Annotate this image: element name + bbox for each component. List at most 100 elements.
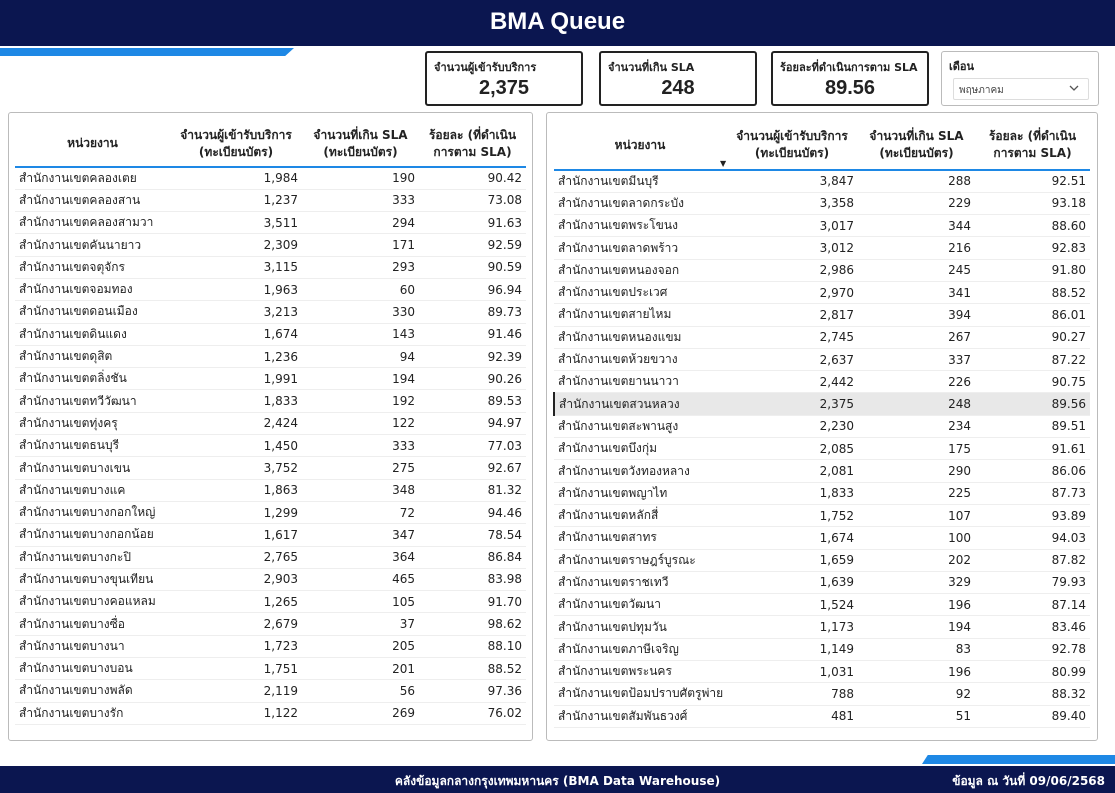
- cell-served: 2,817: [726, 303, 858, 327]
- table-row[interactable]: สำนักงานเขตสายไหม 2,817 394 86.01: [554, 303, 1090, 327]
- month-dropdown[interactable]: พฤษภาคม: [953, 78, 1089, 100]
- table-row[interactable]: สำนักงานเขตคันนายาว 2,309 171 92.59: [15, 233, 526, 257]
- column-header-over-sla[interactable]: จำนวนที่เกิน SLA (ทะเบียนบัตร): [858, 121, 975, 171]
- table-row[interactable]: สำนักงานเขตสะพานสูง 2,230 234 89.51: [554, 415, 1090, 439]
- table-row[interactable]: สำนักงานเขตปทุมวัน 1,173 194 83.46: [554, 615, 1090, 639]
- footer-source: คลังข้อมูลกลางกรุงเทพมหานคร (BMA Data Wa…: [394, 774, 721, 788]
- cell-unit: สำนักงานเขตบางเขน: [15, 456, 170, 480]
- cell-percent: 83.98: [419, 568, 526, 592]
- cell-over-sla: 348: [302, 479, 419, 502]
- table-row[interactable]: สำนักงานเขตภาษีเจริญ 1,149 83 92.78: [554, 638, 1090, 662]
- cell-served: 2,085: [726, 437, 858, 461]
- table-row[interactable]: สำนักงานเขตบางกะปิ 2,765 364 86.84: [15, 546, 526, 569]
- cell-over-sla: 100: [858, 526, 975, 550]
- kpi-card-over-sla: จำนวนที่เกิน SLA 248: [599, 51, 757, 106]
- cell-unit: สำนักงานเขตคลองสามวา: [15, 211, 170, 235]
- cell-percent: 94.97: [419, 412, 526, 436]
- table-row[interactable]: สำนักงานเขตดินแดง 1,674 143 91.46: [15, 323, 526, 346]
- cell-served: 3,213: [170, 300, 302, 324]
- month-selected-value: พฤษภาคม: [959, 85, 1004, 96]
- table-row[interactable]: สำนักงานเขตวังทองหลาง 2,081 290 86.06: [554, 459, 1090, 483]
- table-row[interactable]: สำนักงานเขตมีนบุรี 3,847 288 92.51: [554, 170, 1090, 193]
- kpi-label: จำนวนที่เกิน SLA: [608, 61, 695, 74]
- cell-served: 1,031: [726, 660, 858, 684]
- chevron-down-icon: [1069, 85, 1079, 91]
- table-row[interactable]: สำนักงานเขตคลองสาน 1,237 333 73.08: [15, 189, 526, 213]
- table-row[interactable]: สำนักงานเขตราษฎร์บูรณะ 1,659 202 87.82: [554, 549, 1090, 572]
- table-row[interactable]: สำนักงานเขตคลองสามวา 3,511 294 91.63: [15, 211, 526, 235]
- table-row[interactable]: สำนักงานเขตลาดพร้าว 3,012 216 92.83: [554, 236, 1090, 260]
- cell-over-sla: 216: [858, 236, 975, 260]
- cell-unit: สำนักงานเขตปทุมวัน: [554, 615, 726, 639]
- right-data-table: หน่วยงาน จำนวนผู้เข้ารับบริการ (ทะเบียนบั…: [553, 121, 1090, 728]
- cell-unit: สำนักงานเขตบางกอกน้อย: [15, 523, 170, 547]
- table-row[interactable]: สำนักงานเขตตลิ่งชัน 1,991 194 90.26: [15, 367, 526, 391]
- table-row[interactable]: สำนักงานเขตบางนา 1,723 205 88.10: [15, 635, 526, 659]
- column-header-unit[interactable]: หน่วยงาน: [15, 121, 170, 168]
- table-row[interactable]: สำนักงานเขตบางคอแหลม 1,265 105 91.70: [15, 590, 526, 614]
- table-row[interactable]: สำนักงานเขตพระโขนง 3,017 344 88.60: [554, 214, 1090, 238]
- cell-served: 481: [726, 705, 858, 728]
- table-row[interactable]: สำนักงานเขตยานนาวา 2,442 226 90.75: [554, 370, 1090, 394]
- table-row[interactable]: สำนักงานเขตบางกอกใหญ่ 1,299 72 94.46: [15, 501, 526, 525]
- column-header-over-sla[interactable]: จำนวนที่เกิน SLA (ทะเบียนบัตร): [302, 121, 419, 168]
- table-row[interactable]: สำนักงานเขตสาทร 1,674 100 94.03: [554, 526, 1090, 550]
- cell-served: 1,723: [170, 635, 302, 659]
- table-row[interactable]: สำนักงานเขตทวีวัฒนา 1,833 192 89.53: [15, 389, 526, 413]
- cell-percent: 90.26: [419, 367, 526, 391]
- left-table-body: สำนักงานเขตคลองเตย 1,984 190 90.42 สำนักงานเ…: [15, 167, 526, 725]
- table-row[interactable]: สำนักงานเขตจตุจักร 3,115 293 90.59: [15, 256, 526, 279]
- table-row[interactable]: สำนักงานเขตสัมพันธวงศ์ 481 51 89.40: [554, 705, 1090, 728]
- table-row[interactable]: สำนักงานเขตสวนหลวง 2,375 248 89.56: [553, 392, 1090, 416]
- cell-served: 1,863: [170, 479, 302, 502]
- column-header-served[interactable]: จำนวนผู้เข้ารับบริการ (ทะเบียนบัตร): [170, 121, 302, 168]
- table-row[interactable]: สำนักงานเขตคลองเตย 1,984 190 90.42: [15, 167, 526, 190]
- table-row[interactable]: สำนักงานเขตบางกอกน้อย 1,617 347 78.54: [15, 523, 526, 547]
- table-row[interactable]: สำนักงานเขตบางซื่อ 2,679 37 98.62: [15, 612, 526, 636]
- sort-descending-icon[interactable]: ▼: [720, 159, 727, 168]
- table-row[interactable]: สำนักงานเขตบางเขน 3,752 275 92.67: [15, 456, 526, 480]
- right-table-panel: หน่วยงาน จำนวนผู้เข้ารับบริการ (ทะเบียนบั…: [546, 112, 1098, 741]
- table-row[interactable]: สำนักงานเขตวัฒนา 1,524 196 87.14: [554, 593, 1090, 617]
- cell-percent: 87.73: [975, 482, 1090, 505]
- cell-unit: สำนักงานเขตหลักสี่: [554, 504, 726, 528]
- cell-served: 1,674: [726, 526, 858, 550]
- cell-unit: สำนักงานเขตบางกะปิ: [15, 546, 170, 569]
- table-row[interactable]: สำนักงานเขตราชเทวี 1,639 329 79.93: [554, 571, 1090, 595]
- table-row[interactable]: สำนักงานเขตพระนคร 1,031 196 80.99: [554, 660, 1090, 684]
- table-row[interactable]: สำนักงานเขตหนองแขม 2,745 267 90.27: [554, 326, 1090, 349]
- table-row[interactable]: สำนักงานเขตดุสิต 1,236 94 92.39: [15, 345, 526, 369]
- column-header-unit[interactable]: หน่วยงาน: [554, 121, 726, 171]
- cell-over-sla: 344: [858, 214, 975, 238]
- kpi-label: จำนวนผู้เข้ารับบริการ: [434, 61, 537, 74]
- table-row[interactable]: สำนักงานเขตดอนเมือง 3,213 330 89.73: [15, 300, 526, 324]
- table-row[interactable]: สำนักงานเขตห้วยขวาง 2,637 337 87.22: [554, 348, 1090, 372]
- table-row[interactable]: สำนักงานเขตบึงกุ่ม 2,085 175 91.61: [554, 437, 1090, 461]
- table-row[interactable]: สำนักงานเขตหนองจอก 2,986 245 91.80: [554, 259, 1090, 282]
- cell-unit: สำนักงานเขตตลิ่งชัน: [15, 367, 170, 391]
- cell-over-sla: 202: [858, 549, 975, 572]
- table-row[interactable]: สำนักงานเขตจอมทอง 1,963 60 96.94: [15, 278, 526, 302]
- table-row[interactable]: สำนักงานเขตหลักสี่ 1,752 107 93.89: [554, 504, 1090, 528]
- table-row[interactable]: สำนักงานเขตบางแค 1,863 348 81.32: [15, 479, 526, 502]
- cell-unit: สำนักงานเขตจอมทอง: [15, 278, 170, 302]
- cell-over-sla: 329: [858, 571, 975, 595]
- table-row[interactable]: สำนักงานเขตป้อมปราบศัตรูพ่าย 788 92 88.32: [554, 682, 1090, 706]
- table-row[interactable]: สำนักงานเขตลาดกระบัง 3,358 229 93.18: [554, 192, 1090, 216]
- cell-over-sla: 288: [858, 170, 975, 193]
- table-row[interactable]: สำนักงานเขตประเวศ 2,970 341 88.52: [554, 281, 1090, 305]
- table-row[interactable]: สำนักงานเขตบางรัก 1,122 269 76.02: [15, 702, 526, 725]
- table-row[interactable]: สำนักงานเขตพญาไท 1,833 225 87.73: [554, 482, 1090, 505]
- table-row[interactable]: สำนักงานเขตบางขุนเทียน 2,903 465 83.98: [15, 568, 526, 592]
- cell-over-sla: 171: [302, 233, 419, 257]
- table-header-row: หน่วยงาน จำนวนผู้เข้ารับบริการ (ทะเบียนบั…: [15, 121, 526, 168]
- column-header-percent[interactable]: ร้อยละ (ที่ดำเนิน การตาม SLA): [975, 121, 1090, 171]
- table-row[interactable]: สำนักงานเขตบางบอน 1,751 201 88.52: [15, 657, 526, 681]
- cell-served: 2,765: [170, 546, 302, 569]
- table-row[interactable]: สำนักงานเขตทุ่งครุ 2,424 122 94.97: [15, 412, 526, 436]
- table-row[interactable]: สำนักงานเขตธนบุรี 1,450 333 77.03: [15, 434, 526, 458]
- cell-over-sla: 290: [858, 459, 975, 483]
- table-row[interactable]: สำนักงานเขตบางพลัด 2,119 56 97.36: [15, 679, 526, 703]
- column-header-percent[interactable]: ร้อยละ (ที่ดำเนิน การตาม SLA): [419, 121, 526, 168]
- column-header-served[interactable]: จำนวนผู้เข้ารับบริการ (ทะเบียนบัตร): [726, 121, 858, 171]
